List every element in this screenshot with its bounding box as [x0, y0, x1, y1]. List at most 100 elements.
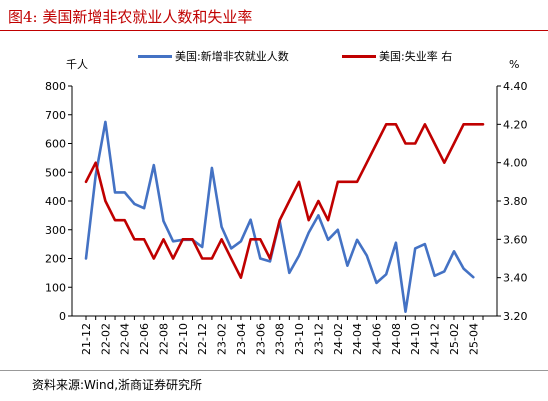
left-tick-label: 800 [45, 80, 66, 93]
data-point-nonfarm [85, 257, 87, 260]
right-tick-label: 4.20 [503, 118, 528, 131]
data-point-unemployment [94, 161, 97, 164]
x-tick-label: 24-06 [370, 323, 383, 355]
x-tick-label: 24-12 [429, 323, 442, 355]
data-point-unemployment [482, 123, 484, 126]
data-point-unemployment [182, 238, 184, 241]
title-rule [0, 30, 548, 31]
data-point-unemployment [375, 142, 378, 145]
x-tick-label: 23-12 [312, 323, 325, 355]
data-point-unemployment [356, 181, 358, 183]
x-tick-label: 22-08 [157, 323, 170, 355]
data-point-nonfarm [395, 241, 397, 244]
legend-item-nonfarm: 美国:新增非农就业人数 [138, 48, 289, 64]
x-tick-label: 22-02 [99, 323, 112, 355]
data-point-nonfarm [114, 191, 116, 194]
data-point-nonfarm [240, 240, 242, 243]
series-line-nonfarm [84, 120, 475, 314]
data-point-nonfarm [143, 207, 145, 209]
x-tick-label: 22-06 [138, 323, 151, 355]
data-point-unemployment [424, 123, 426, 126]
data-point-nonfarm [162, 220, 165, 222]
data-point-unemployment [85, 181, 87, 183]
data-point-unemployment [259, 238, 262, 241]
data-point-unemployment [443, 161, 446, 164]
right-tick-label: 3.80 [503, 195, 528, 208]
x-tick-label: 25-04 [467, 323, 480, 355]
left-tick-label: 100 [45, 281, 66, 294]
data-point-nonfarm [366, 254, 368, 257]
data-point-nonfarm [327, 239, 329, 241]
data-point-unemployment [346, 181, 349, 183]
data-point-unemployment [230, 257, 233, 260]
x-tick-label: 21-12 [80, 323, 93, 355]
data-point-unemployment [307, 219, 310, 221]
data-point-nonfarm [375, 282, 378, 284]
right-tick-label: 3.60 [503, 233, 528, 246]
x-tick-label: 22-10 [177, 323, 190, 355]
figure-title: 图4: 美国新增非农就业人数和失业率 [8, 8, 253, 26]
data-point-unemployment [211, 257, 213, 260]
data-point-unemployment [288, 200, 291, 202]
x-tick-label: 22-04 [119, 323, 132, 355]
data-point-unemployment [404, 142, 407, 145]
data-point-nonfarm [453, 250, 455, 253]
x-tick-label: 24-10 [409, 323, 422, 355]
x-tick-label: 23-08 [274, 323, 287, 355]
data-point-nonfarm [220, 226, 223, 228]
source-note: 资料来源:Wind,浙商证券研究所 [32, 378, 203, 392]
data-point-nonfarm [385, 273, 387, 276]
data-point-nonfarm [404, 310, 407, 313]
data-point-nonfarm [462, 267, 465, 270]
data-point-nonfarm [356, 239, 358, 241]
left-tick-label: 700 [45, 109, 66, 122]
left-tick-label: 600 [45, 138, 66, 151]
data-point-unemployment [123, 219, 126, 221]
data-point-unemployment [278, 219, 281, 221]
data-point-nonfarm [249, 218, 252, 221]
x-tick-label: 24-08 [390, 323, 403, 355]
data-point-unemployment [269, 257, 271, 260]
right-tick-label: 3.40 [503, 272, 528, 285]
data-point-unemployment [220, 238, 223, 241]
x-tick-label: 24-04 [351, 323, 364, 355]
data-point-unemployment [317, 200, 320, 202]
data-point-unemployment [327, 219, 329, 221]
data-point-nonfarm [94, 174, 97, 176]
data-point-unemployment [152, 257, 155, 260]
data-point-nonfarm [346, 264, 349, 267]
right-tick-label: 3.20 [503, 310, 528, 323]
data-point-unemployment [414, 142, 417, 145]
data-point-nonfarm [443, 270, 446, 273]
x-tick-label: 23-06 [254, 323, 267, 355]
data-point-nonfarm [104, 121, 107, 123]
x-tick-label: 23-10 [293, 323, 306, 355]
x-tick-label: 23-04 [235, 323, 248, 355]
data-point-unemployment [162, 238, 165, 241]
data-point-unemployment [201, 257, 203, 260]
right-axis-unit: % [509, 58, 520, 71]
left-axis-unit: 千人 [66, 58, 88, 71]
legend-label-unemployment: 美国:失业率 右 [379, 50, 453, 63]
data-point-nonfarm [472, 276, 475, 278]
data-point-nonfarm [307, 231, 310, 234]
data-point-nonfarm [259, 257, 262, 260]
data-point-unemployment [472, 123, 475, 126]
data-point-unemployment [172, 257, 174, 260]
left-tick-label: 500 [45, 166, 66, 179]
data-point-unemployment [462, 123, 465, 126]
bottom-rule [0, 370, 548, 371]
left-tick-label: 300 [45, 224, 66, 237]
data-point-unemployment [298, 181, 300, 183]
data-point-nonfarm [336, 228, 339, 231]
data-point-nonfarm [433, 274, 436, 277]
data-point-nonfarm [424, 243, 426, 245]
data-point-nonfarm [201, 246, 203, 248]
data-point-unemployment [433, 142, 436, 145]
x-tick-label: 22-12 [196, 323, 209, 355]
x-tick-label: 24-02 [332, 323, 345, 355]
data-point-unemployment [336, 181, 339, 183]
data-point-unemployment [249, 238, 252, 241]
data-point-nonfarm [414, 247, 417, 250]
data-point-nonfarm [152, 164, 155, 166]
